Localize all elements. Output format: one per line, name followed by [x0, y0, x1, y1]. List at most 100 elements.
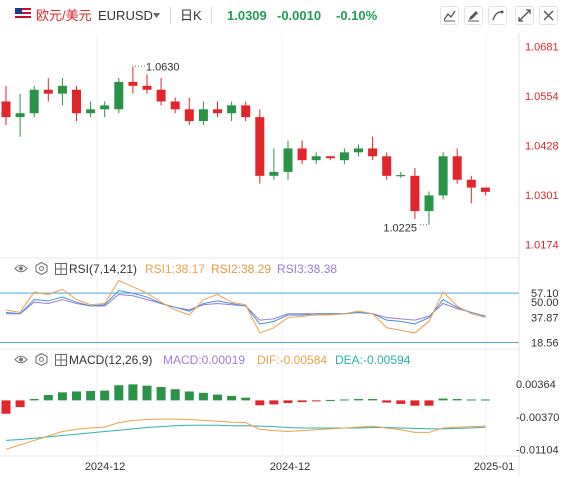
candle	[198, 109, 208, 122]
rsi1-line	[5, 279, 486, 334]
candle	[213, 109, 222, 114]
caret-down-icon[interactable]	[153, 13, 160, 18]
rsi-label: RSI(7,14,21)	[69, 262, 138, 276]
dea-value: DEA:-0.00594	[335, 353, 411, 367]
rsi2-line	[5, 290, 486, 325]
edit-icon	[468, 11, 479, 22]
time-tick-label: 2024-12	[85, 461, 125, 473]
macd-histogram-bar	[311, 400, 321, 402]
gear-icon[interactable]	[35, 353, 48, 366]
macd-histogram-bar	[452, 399, 462, 401]
rsi3-line	[6, 294, 486, 321]
candle	[86, 109, 96, 114]
grid-icon[interactable]	[55, 354, 67, 366]
candle	[142, 85, 152, 90]
macd-histogram-bar	[100, 390, 110, 401]
candle	[227, 105, 237, 114]
macd-histogram-bar	[354, 399, 363, 401]
dif-line	[5, 418, 486, 450]
price-tick-label: 1.0174	[525, 240, 559, 252]
rsi-legend: RSI(7,14,21) RSI1:38.17 RSI2:38.29 RSI3:…	[0, 261, 520, 277]
macd-histogram-bar	[382, 400, 392, 403]
candle	[170, 101, 180, 110]
candle	[466, 179, 476, 188]
fullscreen-icon	[518, 9, 531, 22]
candle	[15, 113, 25, 118]
close-button[interactable]	[539, 6, 558, 25]
rsi-tick-label: 18.56	[531, 337, 559, 349]
rsi-tick-label: 37.87	[531, 313, 559, 325]
symbol-select[interactable]: EURUSD	[98, 8, 153, 23]
price-tick-label: 1.0301	[525, 190, 559, 202]
macd-histogram-bar	[57, 392, 67, 401]
macd-histogram-bar	[424, 400, 434, 406]
edit-button[interactable]	[464, 6, 483, 25]
macd-histogram-bar	[198, 392, 208, 401]
grid-icon[interactable]	[55, 263, 67, 275]
price-change-pct: -0.10%	[336, 8, 378, 23]
us-flag-icon	[15, 8, 31, 20]
candle	[410, 175, 420, 212]
fullscreen-button[interactable]	[515, 6, 534, 25]
candle	[128, 81, 138, 86]
macd-histogram-bar	[438, 398, 448, 401]
macd-histogram-bar	[128, 384, 138, 401]
macd-histogram-bar	[255, 400, 265, 406]
low-label: 1.0225	[383, 223, 417, 235]
candle	[452, 156, 462, 180]
candle	[57, 85, 67, 94]
macd-histogram-bar	[283, 400, 293, 404]
candle	[283, 148, 293, 172]
macd-histogram-bar	[325, 399, 335, 401]
macd-histogram-bar	[227, 395, 237, 401]
rsi-tick-label: 50.00	[531, 297, 559, 309]
chart-header: 欧元/美元 EURUSD 日K 1.0309 -0.0010 -0.10%	[0, 0, 565, 30]
pair-name: 欧元/美元	[36, 8, 92, 23]
candle	[424, 195, 434, 212]
eye-icon[interactable]	[14, 354, 28, 365]
price-tick-label: 1.0428	[525, 140, 559, 152]
eye-icon[interactable]	[14, 263, 28, 274]
candle	[480, 187, 490, 192]
candle	[354, 148, 363, 153]
macd-tick-label: -0.00370	[516, 412, 559, 424]
candle	[156, 89, 166, 102]
candle	[396, 175, 406, 177]
macd-tick-label: 0.00364	[516, 379, 556, 391]
time-tick-label: 2024-12	[270, 461, 310, 473]
macd-histogram-bar	[339, 399, 349, 401]
draw-icon	[492, 10, 504, 21]
macd-histogram-bar	[466, 399, 476, 401]
candle	[184, 109, 194, 122]
rsi2-value: RSI2:38.29	[211, 262, 272, 276]
candle	[368, 148, 378, 157]
macd-histogram-bar	[170, 389, 180, 401]
price-tick-label: 1.0681	[525, 41, 559, 53]
gear-icon[interactable]	[35, 262, 48, 275]
price-tick-label: 1.0554	[525, 91, 559, 103]
header-divider	[170, 7, 171, 24]
macd-legend: MACD(12,26,9) MACD:0.00019 DIF:-0.00584 …	[0, 352, 520, 368]
macd-histogram-bar	[241, 397, 251, 401]
grid	[0, 33, 520, 476]
candle	[339, 152, 349, 161]
macd-histogram-bar	[1, 400, 11, 414]
candle	[311, 156, 321, 161]
candle	[241, 105, 251, 118]
candle	[269, 171, 279, 176]
candle	[100, 105, 110, 110]
high-label: 1.0630	[146, 61, 180, 73]
macd-histogram-bar	[213, 394, 222, 401]
draw-button[interactable]	[488, 6, 507, 25]
candle	[297, 148, 307, 161]
indicator-settings-button[interactable]	[440, 6, 459, 25]
macd-label: MACD(12,26,9)	[69, 353, 153, 367]
macd-panel: 0.00364 -0.00370 -0.01104	[1, 379, 559, 457]
candles	[1, 66, 490, 225]
candle	[382, 156, 392, 176]
timeframe-select[interactable]: 日K	[180, 8, 202, 23]
macd-histogram-bar	[184, 391, 194, 401]
price-change: -0.0010	[277, 8, 322, 23]
